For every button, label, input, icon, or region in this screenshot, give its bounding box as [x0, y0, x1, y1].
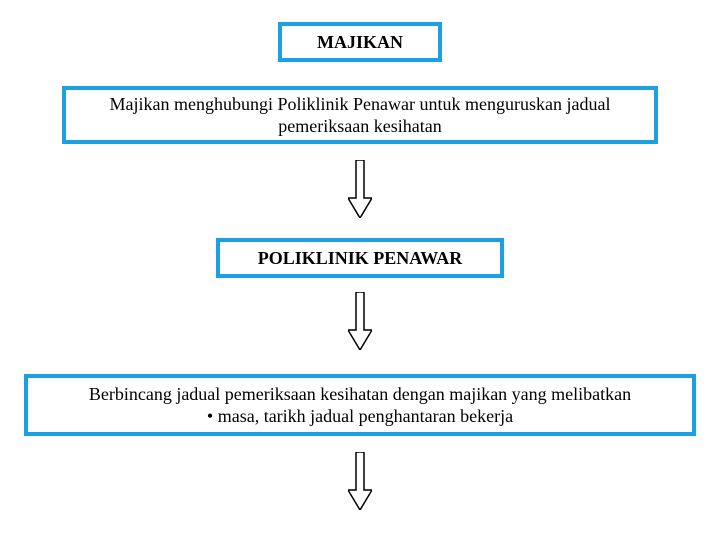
node-bullet: • masa, tarikh jadual penghantaran beker…	[207, 405, 513, 428]
flow-node-poliklinik: POLIKLINIK PENAWAR	[216, 238, 504, 278]
flow-node-discuss: Berbincang jadual pemeriksaan kesihatan …	[24, 374, 696, 436]
flow-node-contact: Majikan menghubungi Poliklinik Penawar u…	[62, 86, 658, 144]
node-label: Berbincang jadual pemeriksaan kesihatan …	[81, 383, 639, 406]
flow-node-majikan: MAJIKAN	[278, 22, 442, 62]
node-label: MAJIKAN	[317, 32, 403, 53]
node-label: POLIKLINIK PENAWAR	[258, 248, 463, 269]
node-label: Majikan menghubungi Poliklinik Penawar u…	[66, 93, 654, 138]
arrow-down-icon	[348, 452, 372, 515]
arrow-down-icon	[348, 160, 372, 223]
arrow-down-icon	[348, 292, 372, 355]
